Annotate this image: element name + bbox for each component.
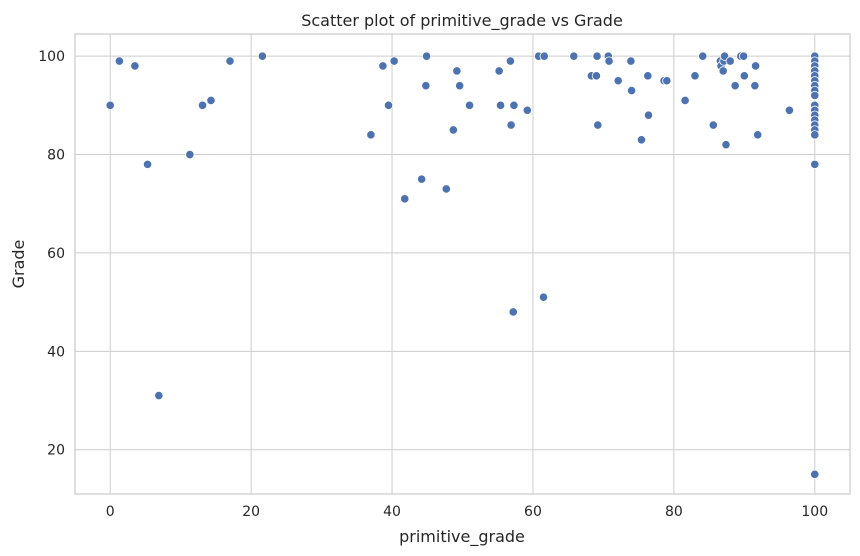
- data-point: [613, 76, 623, 86]
- data-point: [810, 130, 820, 140]
- x-tick-label: 80: [665, 504, 683, 520]
- data-point: [142, 159, 153, 169]
- x-tick-label: 20: [242, 504, 260, 520]
- data-point: [366, 130, 376, 140]
- data-point: [154, 391, 164, 401]
- y-axis-label: Grade: [9, 240, 28, 289]
- data-point: [505, 56, 516, 66]
- data-point: [114, 56, 124, 66]
- data-point: [718, 66, 728, 76]
- y-tick-label: 40: [47, 344, 65, 360]
- data-point: [522, 105, 532, 115]
- data-point: [750, 81, 760, 91]
- grid-lines: [75, 34, 850, 494]
- data-point: [417, 174, 427, 184]
- data-point: [569, 51, 579, 61]
- x-tick-label: 100: [801, 504, 828, 520]
- data-point: [721, 140, 731, 150]
- data-point: [739, 71, 749, 81]
- data-point: [506, 120, 516, 130]
- data-point: [105, 100, 115, 110]
- data-point: [130, 61, 140, 71]
- data-point: [494, 66, 504, 76]
- y-tick-label: 60: [47, 246, 65, 262]
- data-point: [636, 135, 647, 145]
- data-point: [455, 81, 465, 91]
- data-point: [421, 81, 431, 91]
- data-point: [389, 56, 399, 66]
- x-axis-ticks: 0 20 40 60 80 100: [106, 504, 828, 520]
- data-point: [448, 125, 458, 135]
- data-point: [626, 85, 637, 96]
- data-point: [708, 120, 718, 130]
- data-point: [400, 194, 410, 204]
- data-point: [378, 61, 388, 71]
- plot-frame: [74, 33, 851, 495]
- data-point: [730, 81, 740, 91]
- x-tick-label: 0: [106, 504, 115, 520]
- data-point: [739, 51, 749, 61]
- data-point: [690, 71, 700, 81]
- data-point: [604, 56, 614, 66]
- x-axis-label: primitive_grade: [399, 527, 525, 547]
- data-point: [810, 90, 820, 101]
- data-point: [593, 120, 603, 130]
- data-point: [197, 100, 208, 110]
- data-point: [591, 71, 601, 81]
- data-point: [539, 51, 549, 61]
- data-point: [680, 95, 690, 106]
- data-point: [464, 100, 475, 110]
- data-point: [383, 100, 394, 110]
- data-points: [105, 51, 820, 479]
- data-point: [508, 307, 518, 317]
- data-point: [538, 292, 549, 302]
- data-point: [810, 159, 820, 169]
- data-point: [753, 130, 763, 140]
- data-point: [225, 56, 235, 66]
- y-tick-label: 20: [47, 443, 65, 459]
- data-point: [626, 56, 636, 66]
- data-point: [784, 105, 795, 115]
- y-axis-ticks: 20 40 60 80 100: [38, 49, 65, 459]
- y-tick-label: 100: [38, 49, 65, 65]
- data-point: [441, 184, 451, 194]
- data-point: [662, 76, 672, 86]
- x-tick-label: 40: [383, 504, 401, 520]
- x-tick-label: 60: [524, 504, 542, 520]
- data-point: [592, 51, 602, 61]
- data-point: [725, 56, 735, 66]
- data-point: [750, 61, 761, 71]
- data-point: [452, 66, 462, 76]
- data-point: [421, 51, 432, 61]
- data-point: [495, 100, 506, 110]
- data-point: [698, 51, 708, 61]
- chart-title: Scatter plot of primitive_grade vs Grade: [301, 11, 623, 31]
- data-point: [206, 95, 216, 106]
- data-point: [643, 110, 654, 120]
- y-tick-label: 80: [47, 148, 65, 164]
- data-point: [643, 71, 653, 81]
- data-point: [257, 51, 268, 61]
- data-point: [185, 149, 195, 160]
- data-point: [509, 100, 519, 110]
- data-point: [810, 469, 820, 479]
